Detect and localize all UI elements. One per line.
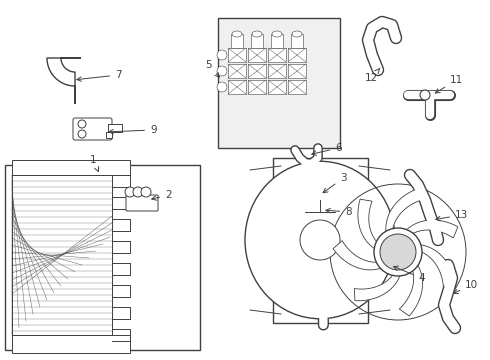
FancyBboxPatch shape bbox=[73, 118, 112, 140]
FancyBboxPatch shape bbox=[288, 48, 306, 62]
Polygon shape bbox=[47, 58, 81, 104]
FancyBboxPatch shape bbox=[268, 80, 286, 94]
Polygon shape bbox=[386, 189, 421, 237]
FancyBboxPatch shape bbox=[271, 34, 283, 48]
Polygon shape bbox=[354, 268, 400, 301]
Polygon shape bbox=[399, 263, 422, 316]
Circle shape bbox=[78, 130, 86, 138]
Polygon shape bbox=[414, 245, 455, 287]
FancyBboxPatch shape bbox=[5, 165, 200, 350]
Text: 11: 11 bbox=[435, 75, 463, 93]
Circle shape bbox=[133, 187, 143, 197]
Circle shape bbox=[125, 187, 135, 197]
Circle shape bbox=[374, 228, 422, 276]
Polygon shape bbox=[358, 199, 383, 248]
FancyBboxPatch shape bbox=[288, 80, 306, 94]
Ellipse shape bbox=[232, 31, 242, 37]
Text: 7: 7 bbox=[77, 70, 122, 81]
FancyBboxPatch shape bbox=[288, 64, 306, 78]
Text: 13: 13 bbox=[436, 210, 468, 221]
FancyBboxPatch shape bbox=[291, 34, 303, 48]
Polygon shape bbox=[333, 240, 385, 270]
FancyBboxPatch shape bbox=[251, 34, 263, 48]
FancyBboxPatch shape bbox=[248, 80, 266, 94]
Circle shape bbox=[217, 50, 227, 60]
Polygon shape bbox=[406, 220, 458, 238]
Circle shape bbox=[78, 120, 86, 128]
FancyBboxPatch shape bbox=[12, 160, 130, 175]
Text: 8: 8 bbox=[326, 207, 352, 217]
Circle shape bbox=[380, 234, 416, 270]
Ellipse shape bbox=[272, 31, 282, 37]
Circle shape bbox=[217, 66, 227, 76]
FancyBboxPatch shape bbox=[231, 34, 243, 48]
Text: 5: 5 bbox=[205, 60, 220, 77]
Text: 12: 12 bbox=[365, 68, 380, 83]
FancyBboxPatch shape bbox=[126, 195, 158, 211]
Ellipse shape bbox=[292, 31, 302, 37]
Circle shape bbox=[420, 90, 430, 100]
Text: 1: 1 bbox=[90, 155, 98, 171]
Ellipse shape bbox=[252, 31, 262, 37]
FancyBboxPatch shape bbox=[268, 64, 286, 78]
FancyBboxPatch shape bbox=[228, 64, 246, 78]
FancyBboxPatch shape bbox=[273, 158, 368, 323]
FancyBboxPatch shape bbox=[248, 48, 266, 62]
Ellipse shape bbox=[245, 161, 395, 319]
Text: 3: 3 bbox=[323, 173, 346, 193]
Circle shape bbox=[141, 187, 151, 197]
FancyBboxPatch shape bbox=[12, 335, 130, 353]
FancyBboxPatch shape bbox=[228, 80, 246, 94]
Polygon shape bbox=[106, 132, 112, 138]
Text: 9: 9 bbox=[109, 125, 157, 135]
Text: 6: 6 bbox=[312, 143, 342, 155]
Text: 4: 4 bbox=[393, 266, 425, 283]
FancyBboxPatch shape bbox=[268, 48, 286, 62]
Text: 2: 2 bbox=[152, 190, 172, 200]
Text: 10: 10 bbox=[454, 280, 478, 293]
FancyBboxPatch shape bbox=[248, 64, 266, 78]
FancyBboxPatch shape bbox=[228, 48, 246, 62]
FancyBboxPatch shape bbox=[218, 18, 340, 148]
Circle shape bbox=[300, 220, 340, 260]
Circle shape bbox=[217, 82, 227, 92]
FancyBboxPatch shape bbox=[108, 124, 122, 132]
